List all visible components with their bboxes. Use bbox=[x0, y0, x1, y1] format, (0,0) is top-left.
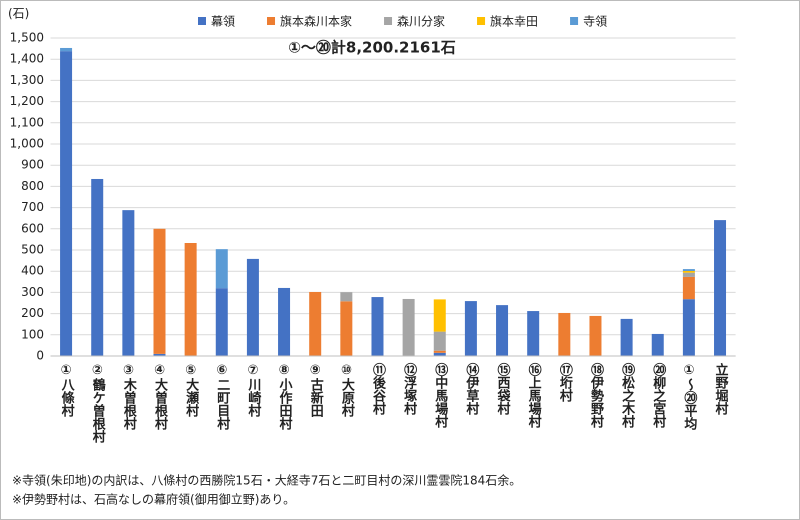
x-tick-label: ⑥二町目村 bbox=[214, 363, 230, 431]
bar-segment bbox=[464, 301, 477, 356]
bar-segment bbox=[60, 47, 73, 52]
bar-segment bbox=[558, 312, 571, 356]
bar-segment bbox=[682, 270, 695, 273]
x-tick-label: ⑩大原村 bbox=[339, 363, 355, 418]
y-tick-label: 700 bbox=[21, 200, 44, 214]
bar-segment bbox=[122, 210, 135, 356]
x-tick-label: 立野堀村 bbox=[713, 362, 729, 416]
x-tick-label: ⑯上馬場村 bbox=[526, 362, 542, 429]
bar-segment bbox=[682, 276, 695, 300]
x-tick-label: ⑱伊勢野村 bbox=[588, 362, 605, 429]
x-tick-label: ⑮西袋村 bbox=[495, 362, 512, 416]
bar-segment bbox=[340, 301, 353, 356]
bar-segment bbox=[714, 220, 727, 356]
y-tick-label: 0 bbox=[36, 349, 44, 363]
x-tick-label: ③木曽根村 bbox=[121, 363, 138, 431]
y-tick-label: 1,500 bbox=[10, 31, 44, 45]
legend-label: 森川分家 bbox=[397, 14, 445, 29]
y-tick-label: 900 bbox=[21, 158, 44, 172]
bar-segment bbox=[153, 228, 166, 354]
bar-segment bbox=[433, 352, 446, 356]
x-tick-label: ①～⑳平均 bbox=[681, 363, 697, 431]
legend-label: 旗本森川本家 bbox=[280, 14, 352, 29]
y-tick-label: 1,100 bbox=[10, 115, 44, 129]
y-tick-label: 600 bbox=[21, 221, 44, 235]
x-tick-label: ⑫浮塚村 bbox=[401, 362, 417, 416]
bar-segment bbox=[309, 291, 322, 356]
y-tick-label: 1,300 bbox=[10, 73, 44, 87]
bar-segment bbox=[589, 315, 602, 356]
x-tick-label: ⑳柳之宮村 bbox=[650, 362, 666, 429]
unit-label: (石) bbox=[8, 7, 29, 21]
x-tick-label: ⑤大瀬村 bbox=[183, 363, 199, 418]
x-tick-label: ⑪後谷村 bbox=[370, 362, 386, 416]
legend-label: 幕領 bbox=[211, 14, 235, 29]
x-tick-label: ⑨古新田 bbox=[308, 363, 324, 418]
x-tick-label: ⑭伊草村 bbox=[463, 362, 480, 416]
bar-segment bbox=[496, 305, 509, 356]
y-tick-label: 1,200 bbox=[10, 94, 44, 108]
y-tick-label: 1,000 bbox=[10, 137, 44, 151]
bar-segment bbox=[60, 51, 73, 356]
bar-segment bbox=[246, 258, 259, 356]
x-tick-label: ⑰垳村 bbox=[557, 362, 573, 403]
annotation: ①～⑳計8,200.2161石 bbox=[288, 39, 456, 57]
bar-segment bbox=[682, 299, 695, 356]
y-tick-label: 100 bbox=[21, 327, 44, 341]
bar-segment bbox=[433, 299, 446, 332]
x-tick-label: ①八條村 bbox=[59, 363, 76, 418]
x-tick-label: ②鶴ケ曽根村 bbox=[90, 363, 106, 444]
legend-swatch bbox=[384, 17, 393, 25]
bar-segment bbox=[527, 311, 540, 356]
bar-segment bbox=[91, 178, 104, 356]
bar-segment bbox=[433, 331, 446, 351]
legend-label: 寺領 bbox=[583, 14, 607, 29]
y-tick-label: 300 bbox=[21, 285, 44, 299]
bar-segment bbox=[184, 243, 197, 356]
bar-segment bbox=[340, 292, 353, 302]
bar-segment bbox=[153, 353, 166, 356]
x-tick-label: ⑬中馬場村 bbox=[432, 362, 448, 429]
bar-segment bbox=[278, 287, 291, 356]
y-tick-label: 200 bbox=[21, 306, 44, 320]
bar-segment bbox=[682, 269, 695, 271]
x-tick-label: ⑲松之木村 bbox=[619, 362, 636, 429]
y-tick-label: 500 bbox=[21, 243, 44, 257]
legend-swatch bbox=[198, 17, 206, 25]
bar-segment bbox=[215, 249, 228, 289]
y-tick-label: 400 bbox=[21, 264, 44, 278]
bar-segment bbox=[620, 318, 633, 356]
bar-segment bbox=[682, 272, 695, 277]
legend-label: 旗本幸田 bbox=[490, 14, 538, 29]
legend-swatch bbox=[570, 17, 579, 25]
y-tick-label: 1,400 bbox=[10, 52, 44, 66]
y-tick-label: 800 bbox=[21, 179, 44, 193]
bar-segment bbox=[402, 298, 415, 356]
x-tick-label: ④大曽根村 bbox=[152, 363, 168, 431]
x-tick-label: ⑦川崎村 bbox=[245, 363, 261, 418]
bar-segment bbox=[215, 288, 228, 356]
legend-swatch bbox=[267, 17, 276, 25]
bar-segment bbox=[651, 333, 664, 356]
bar-segment bbox=[371, 297, 384, 356]
legend-swatch bbox=[477, 17, 486, 25]
bar-segment bbox=[433, 350, 446, 353]
note: ※伊勢野村は、石高なしの幕府領(御用御立野)あり。 bbox=[12, 492, 295, 507]
x-tick-label: ⑧小作田村 bbox=[277, 363, 293, 431]
note: ※寺領(朱印地)の内訳は、八條村の西勝院15石・大経寺7石と二町目村の深川霊雲院… bbox=[12, 473, 521, 488]
